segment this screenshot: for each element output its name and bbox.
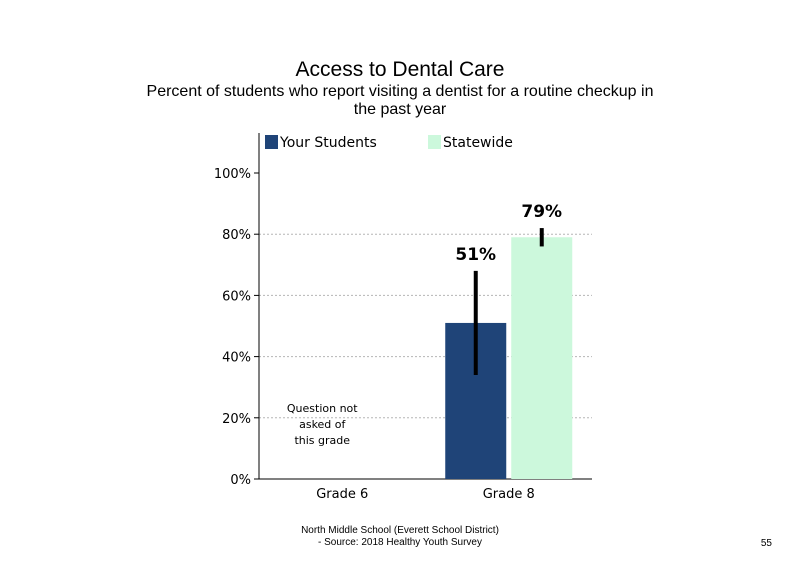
y-tick-label: 60% [222, 289, 251, 304]
chart-subtitle: Percent of students who report visiting … [146, 83, 654, 118]
legend-swatch [265, 135, 278, 149]
legend-label: Your Students [279, 135, 377, 151]
x-tick-label: Grade 8 [483, 487, 535, 502]
annotation-line: this grade [294, 434, 350, 447]
y-tick-label: 80% [222, 228, 251, 243]
y-tick-label: 20% [222, 412, 251, 427]
footer-line-school: North Middle School (Everett School Dist… [301, 525, 499, 536]
data-label: 79% [521, 202, 562, 222]
footer-source: North Middle School (Everett School Dist… [250, 525, 550, 549]
chart-title: Access to Dental Care [295, 58, 505, 81]
legend-label: Statewide [443, 135, 513, 151]
bar [511, 237, 573, 479]
annotation-line: asked of [299, 418, 346, 431]
page-number: 55 [760, 538, 772, 549]
y-tick-label: 100% [214, 167, 251, 182]
y-tick-label: 40% [222, 351, 251, 366]
y-tick-label: 0% [230, 473, 251, 488]
x-tick-label: Grade 6 [316, 487, 368, 502]
legend-swatch [428, 135, 441, 149]
data-label: 51% [455, 245, 496, 265]
annotation-line: Question not [287, 402, 358, 415]
footer-line-source: - Source: 2018 Healthy Youth Survey [318, 537, 482, 548]
